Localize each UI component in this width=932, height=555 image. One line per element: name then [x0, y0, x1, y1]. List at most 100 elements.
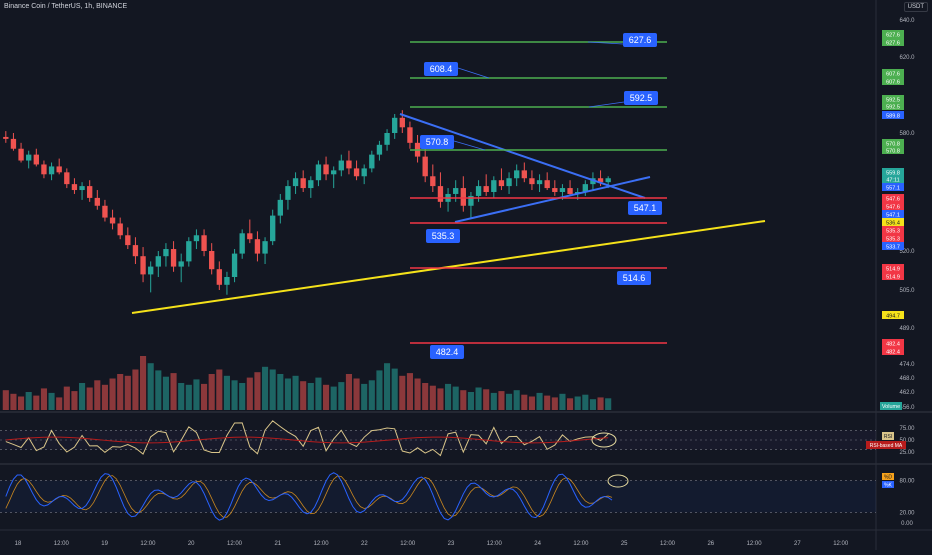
candle-body [102, 205, 108, 218]
level-callout-label: 535.3 [432, 231, 455, 241]
time-tick-label: 12:00 [227, 541, 243, 547]
price-axis-badge [882, 272, 904, 280]
price-axis-badge-label: 536.4 [886, 220, 900, 226]
volume-bar [63, 386, 70, 410]
volume-bar [10, 393, 17, 410]
price-axis-badge [882, 175, 904, 183]
rsi-tick-label: 75.00 [899, 426, 915, 432]
rsi-highlight-ellipse [591, 432, 617, 448]
price-axis-badge [882, 226, 904, 234]
time-tick-label: 21 [274, 541, 281, 547]
candle-body [285, 186, 291, 200]
volume-bar [330, 386, 337, 410]
callout-pointer [588, 101, 625, 108]
volume-bar [460, 390, 467, 410]
stoch-k-legend-label: %K [884, 483, 892, 489]
price-axis-badge-label: 535.3 [886, 236, 900, 242]
volume-bar [437, 388, 444, 410]
volume-bar [597, 397, 604, 410]
volume-bar [452, 386, 459, 410]
stoch-d-line [5, 475, 613, 518]
stoch-k-legend-badge [882, 481, 894, 488]
price-axis-badge-label: 592.5 [886, 97, 900, 103]
stoch-d-legend-label: %D [884, 475, 892, 481]
price-axis-badge [882, 146, 904, 154]
level-callout [624, 91, 658, 105]
candle-body [270, 215, 276, 242]
volume-bar [40, 388, 47, 410]
rsi-band [0, 430, 876, 450]
volume-bar [18, 396, 25, 410]
volume-badge-label: Volume [882, 404, 900, 410]
candle-body [536, 180, 543, 185]
rsi-pane: 75.00 50.00 25.00 RSI RSI-based MA [0, 420, 915, 457]
candle-body [369, 154, 375, 169]
price-axis-badge-label: 547.6 [886, 204, 900, 210]
volume-bar [513, 390, 520, 410]
price-axis-badge [882, 95, 904, 103]
candle-body [33, 154, 39, 165]
level-callout [617, 271, 651, 285]
price-axis-badge-label: 570.8 [886, 148, 900, 154]
volume-bar [429, 385, 436, 410]
volume-bar [414, 378, 421, 410]
candle-body [552, 188, 558, 192]
candle-body [407, 127, 413, 143]
volume-bar [315, 377, 322, 410]
time-tick-label: 12:00 [660, 541, 676, 547]
blue-trendline-lower [454, 176, 651, 223]
volume-bar [506, 393, 513, 410]
candle-body [491, 180, 497, 192]
volume-bar [323, 384, 330, 410]
volume-bar [353, 378, 360, 410]
candle-body [483, 186, 489, 192]
candle-body [140, 256, 146, 275]
price-axis-badge [882, 339, 904, 347]
volume-bar [559, 393, 566, 410]
yellow-trendline [131, 220, 766, 314]
price-axis-badge [882, 38, 904, 46]
volume-bar [178, 383, 185, 410]
candle-body [163, 249, 169, 257]
callout-pointer [587, 41, 624, 45]
price-axis-badge [882, 69, 904, 77]
volume-bar [33, 395, 40, 410]
level-callout-label: 547.1 [634, 203, 657, 213]
candle-body [109, 217, 116, 224]
rsi-tick-label: 25.00 [899, 450, 915, 456]
volume-bar [376, 370, 383, 410]
currency-button[interactable]: USDT [903, 2, 928, 12]
price-axis-badge [882, 347, 904, 355]
candle-body [422, 156, 428, 177]
volume-bar [101, 384, 108, 410]
price-axis-badge [882, 202, 904, 210]
stoch-tick-label: 20.00 [899, 510, 915, 516]
candle-body [353, 168, 360, 177]
price-axis-badge [882, 210, 904, 218]
level-callout [623, 33, 657, 47]
price-axis-badge [882, 218, 904, 226]
volume-bar [86, 387, 93, 410]
level-callout [628, 201, 662, 215]
volume-bar [2, 390, 9, 410]
price-axis-badge [882, 311, 904, 319]
level-callout [424, 62, 458, 76]
volume-bar [25, 392, 32, 410]
volume-bar [208, 374, 215, 410]
volume-bar [269, 369, 276, 410]
volume-bar [231, 380, 238, 410]
volume-bar [574, 396, 581, 410]
level-callout-label: 482.4 [436, 347, 459, 357]
candle-body [3, 136, 9, 139]
price-axis-badge [882, 194, 904, 202]
volume-bar [246, 377, 253, 410]
time-tick-label: 12:00 [54, 541, 70, 547]
callout-pointer [453, 140, 486, 151]
stoch-tick-label: 0.00 [901, 521, 913, 527]
candle-body [605, 178, 611, 183]
candle-body [79, 186, 85, 191]
volume-bar [605, 398, 612, 410]
